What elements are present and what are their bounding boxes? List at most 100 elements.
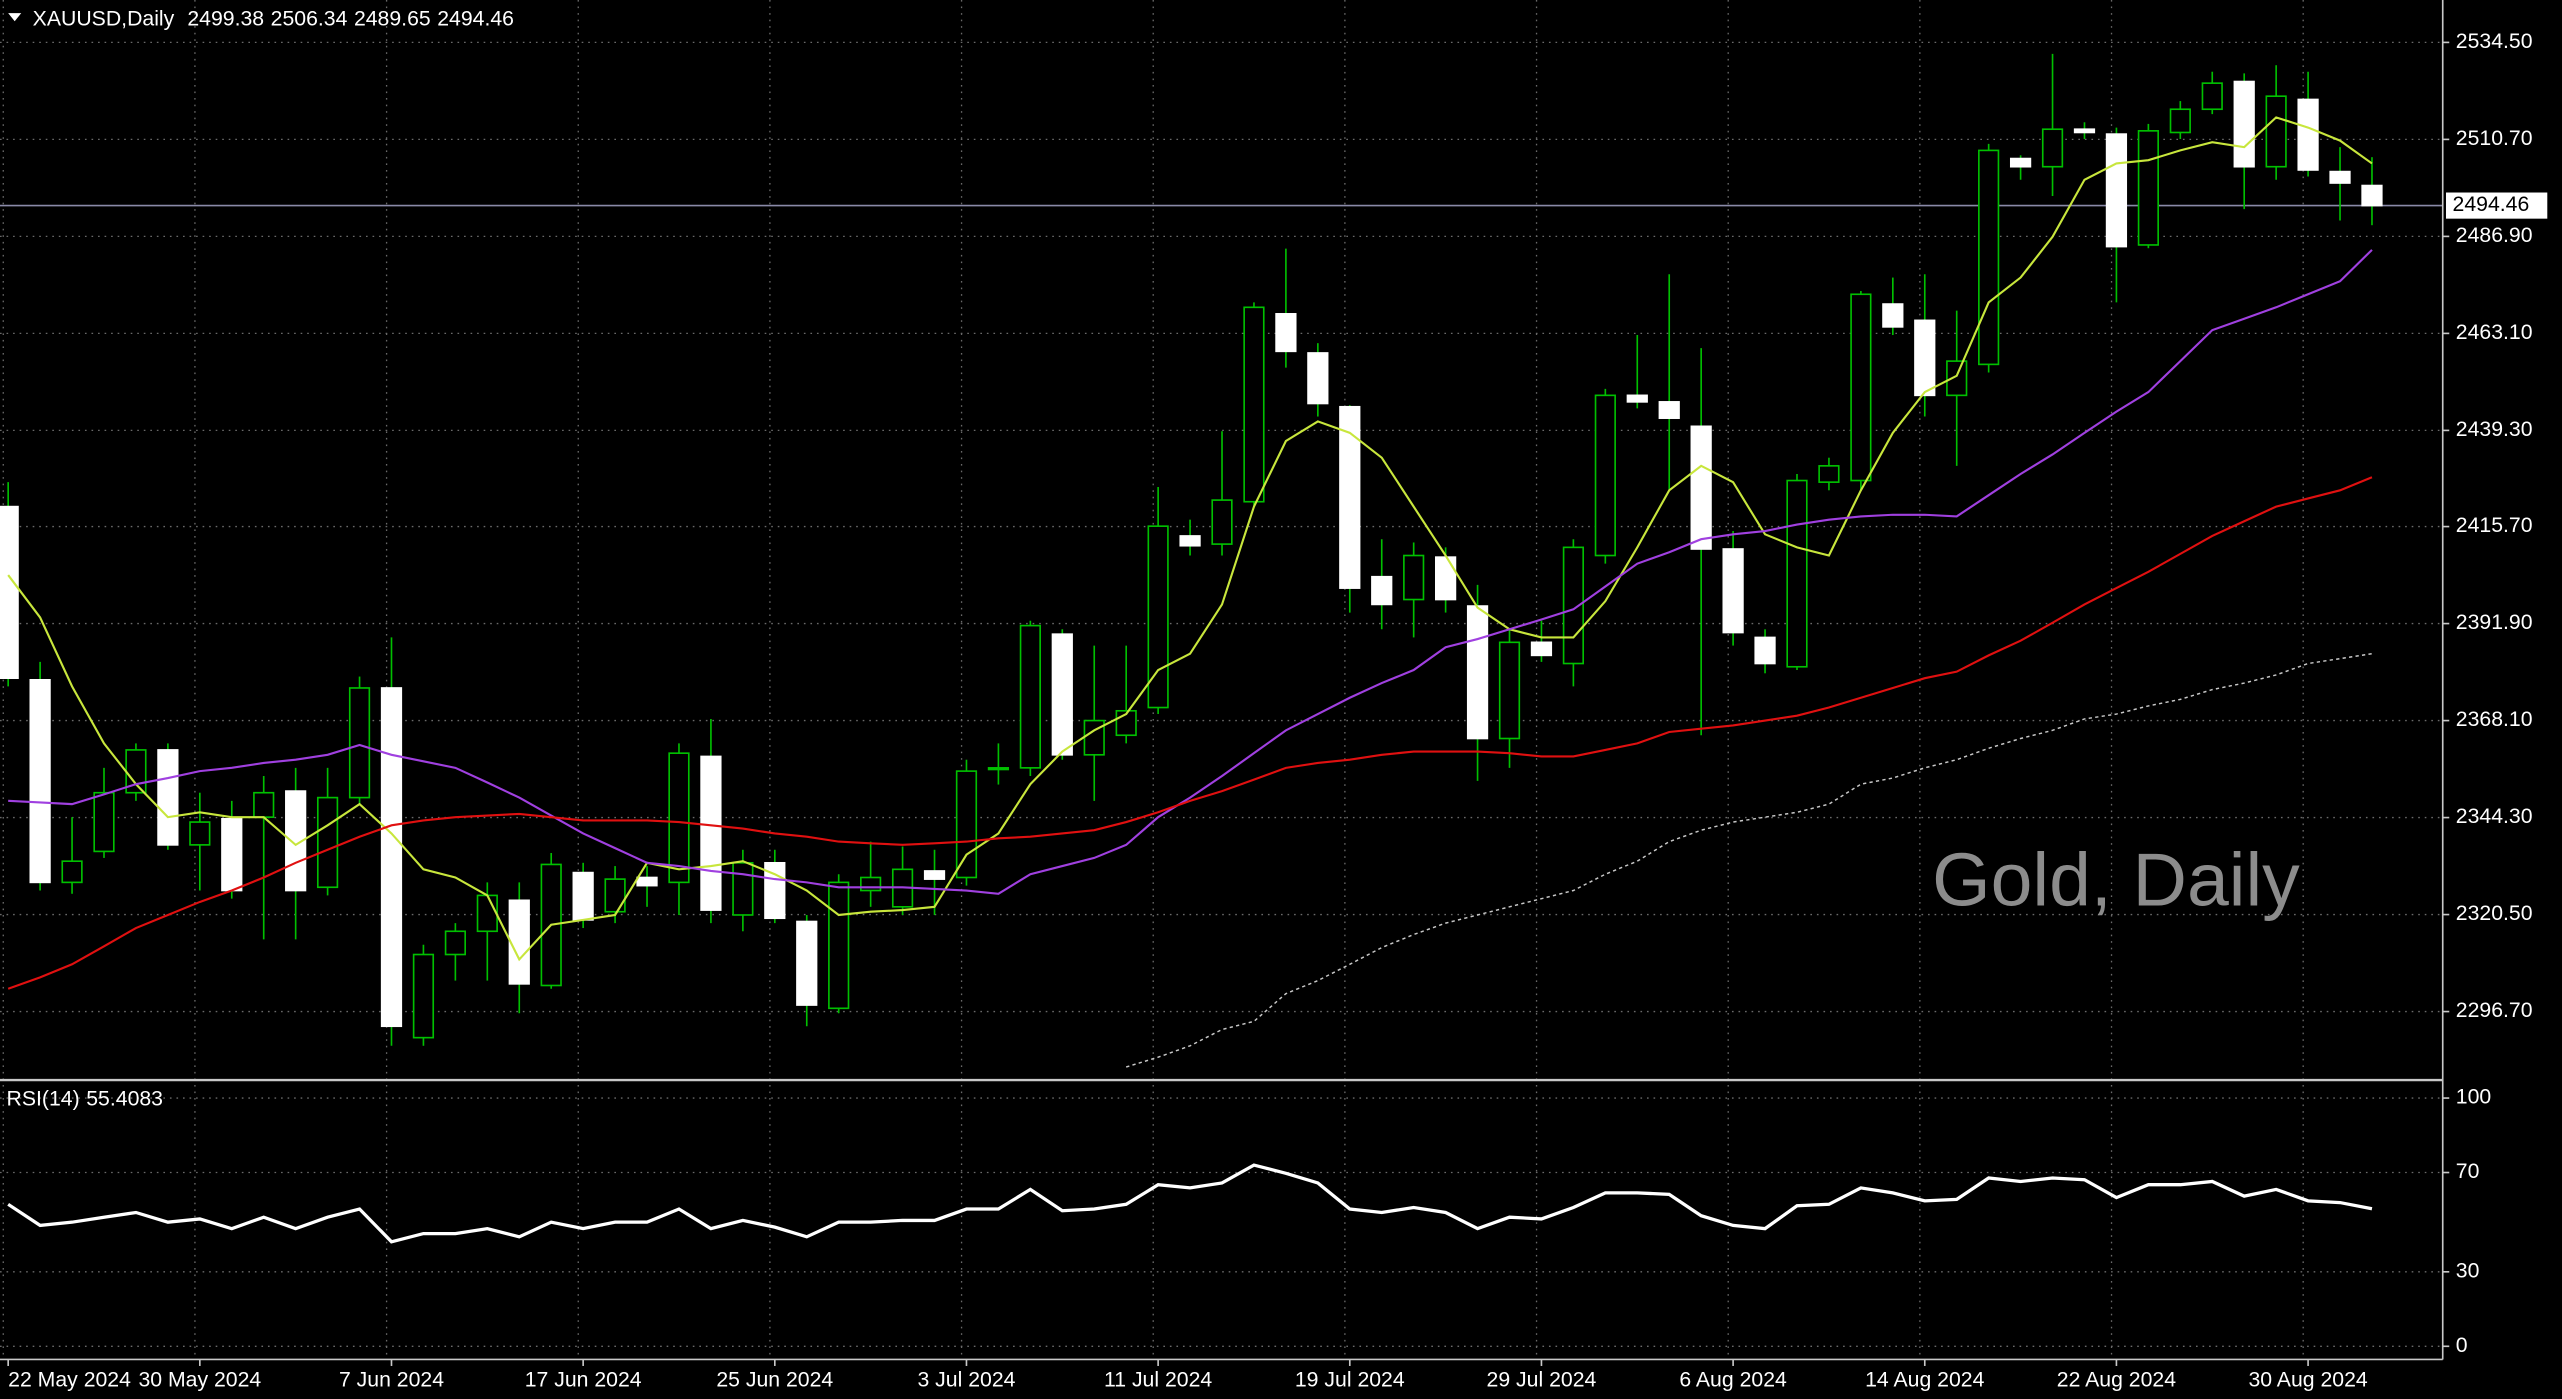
x-tick-label: 7 Jun 2024	[339, 1367, 444, 1391]
candle-body	[1019, 624, 1041, 769]
y-tick-label: 100	[2456, 1085, 2491, 1109]
candle-body	[1211, 499, 1233, 545]
close-value: 2494.46	[437, 6, 514, 30]
plot	[0, 53, 2443, 1244]
candle-body	[0, 505, 19, 680]
y-tick-label: 2391.90	[2456, 610, 2533, 634]
candle-body	[668, 752, 690, 884]
candle-body	[2233, 80, 2255, 168]
candle-body	[1626, 394, 1648, 403]
candle-body	[157, 749, 179, 846]
y-tick-label: 30	[2456, 1258, 2480, 1282]
candle-body	[29, 679, 51, 884]
y-tick-label: 2320.50	[2456, 901, 2533, 925]
candle-body	[2169, 108, 2191, 134]
y-tick-label: 2296.70	[2456, 998, 2533, 1022]
moving-average	[1125, 653, 2373, 1068]
y-tick-label: 2344.30	[2456, 804, 2533, 828]
candle-body	[476, 894, 498, 933]
high-value: 2506.34	[271, 6, 348, 30]
candle-body	[2201, 82, 2223, 111]
rsi-label: RSI(14)	[7, 1086, 80, 1110]
moving-average	[8, 249, 2373, 895]
moving-average	[7, 116, 2373, 962]
candle-body	[1722, 548, 1744, 634]
price-label: 2494.46	[2453, 192, 2530, 216]
candle-body	[348, 687, 371, 799]
candle-body	[2265, 95, 2287, 168]
candle-body	[2105, 133, 2128, 248]
candle-body	[1147, 525, 1169, 709]
watermark: Gold, Daily	[1932, 837, 2300, 921]
x-tick-label: 11 Jul 2024	[1104, 1367, 1212, 1391]
candle-body	[1946, 360, 1968, 397]
candle-body	[444, 930, 466, 956]
candle-body	[732, 861, 754, 916]
candle-body	[1403, 554, 1425, 601]
candle-body	[2297, 98, 2319, 171]
candle-body	[1978, 149, 2000, 366]
candle-body	[860, 876, 882, 892]
x-tick-label: 17 Jun 2024	[525, 1367, 642, 1391]
candle-body	[189, 821, 211, 846]
low-value: 2489.65	[354, 6, 431, 30]
header: XAUUSD,Daily 2499.38 2506.34 2489.65 2494.46	[33, 6, 514, 30]
candle-body	[1371, 575, 1393, 606]
x-tick-label: 29 Jul 2024	[1487, 1367, 1597, 1391]
candle-body	[1243, 306, 1265, 503]
x-tick-label: 22 Aug 2024	[2057, 1367, 2176, 1391]
candle-body	[1818, 465, 1840, 483]
candle-body	[1882, 303, 1904, 328]
candle-body	[636, 876, 658, 887]
candle-body	[93, 791, 115, 853]
candle-body	[253, 791, 275, 818]
price-label-box	[2445, 192, 2548, 219]
candle-body	[2329, 170, 2351, 184]
candle-body	[61, 860, 83, 884]
candle-body	[508, 899, 530, 985]
candle-body	[1690, 425, 1712, 550]
y-tick-label: 2368.10	[2456, 707, 2533, 731]
candle-body	[221, 817, 243, 892]
y-tick-label: 2486.90	[2456, 223, 2533, 247]
x-tick-label: 19 Jul 2024	[1295, 1367, 1405, 1391]
candle-body	[923, 870, 946, 880]
candle-body	[987, 767, 1010, 771]
candle-body	[604, 878, 626, 913]
x-tick-label: 6 Aug 2024	[1679, 1367, 1787, 1391]
y-tick-label: 2415.70	[2456, 513, 2533, 537]
x-tick-label: 25 Jun 2024	[716, 1367, 833, 1391]
x-tick-label: 3 Jul 2024	[917, 1367, 1015, 1391]
candle-body	[1275, 313, 1297, 353]
y-tick-label: 2463.10	[2456, 320, 2533, 344]
candle-body	[1466, 605, 1489, 740]
candle-body	[1498, 641, 1521, 740]
candle-body	[412, 953, 435, 1039]
rsi-header: RSI(14) 55.4083	[7, 1086, 163, 1110]
candle-body	[1051, 633, 1073, 756]
x-tick-label: 14 Aug 2024	[1865, 1367, 1984, 1391]
candle-body	[796, 920, 818, 1006]
y-tick-label: 70	[2456, 1159, 2480, 1183]
candle-body	[316, 796, 339, 889]
menu-arrow[interactable]	[8, 13, 22, 22]
candle-body	[700, 755, 722, 911]
x-tick-label: 30 Aug 2024	[2248, 1367, 2367, 1391]
candle-body	[1914, 319, 1936, 397]
candle-body	[1434, 556, 1457, 601]
candle-body	[2073, 128, 2096, 134]
rsi-line	[7, 1163, 2373, 1244]
candle-body	[2009, 157, 2032, 168]
candle-body	[2361, 184, 2383, 207]
candle-body	[1658, 401, 1680, 419]
candle-body	[1754, 636, 1776, 665]
moving-average	[7, 476, 2373, 990]
candle-body	[828, 881, 850, 1010]
candle-body	[955, 770, 978, 879]
candle-body	[380, 687, 403, 1028]
candle-body	[572, 871, 594, 921]
symbol: XAUUSD,Daily	[33, 6, 175, 30]
candle-body	[1530, 641, 1553, 657]
